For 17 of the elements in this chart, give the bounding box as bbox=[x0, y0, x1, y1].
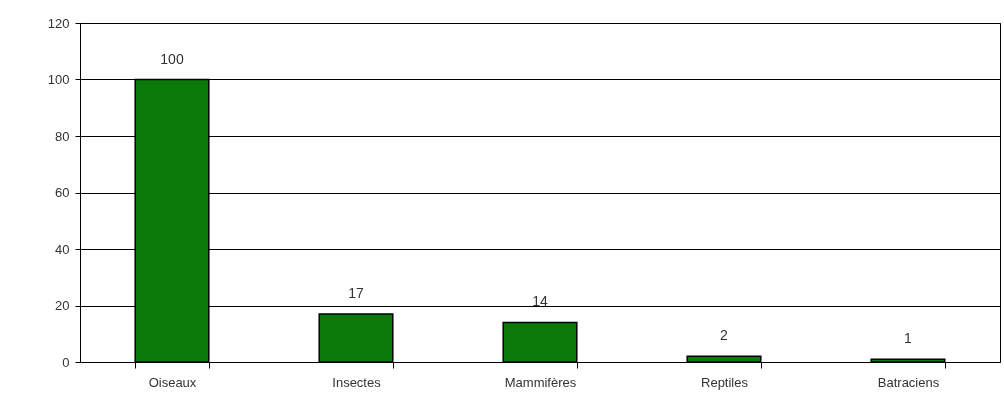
y-tick-label: 100 bbox=[47, 72, 70, 87]
x-tick-label: Reptiles bbox=[701, 374, 749, 390]
x-tick-label: Insectes bbox=[332, 374, 382, 390]
x-tick-label: Batraciens bbox=[877, 374, 940, 390]
data-label: 100 bbox=[160, 50, 184, 67]
y-tick-label: 20 bbox=[55, 298, 70, 313]
data-label: 14 bbox=[532, 293, 548, 310]
y-tick-label: 40 bbox=[55, 241, 70, 257]
x-tick-label: Mammifères bbox=[504, 374, 577, 390]
y-tick-label: 60 bbox=[55, 185, 70, 200]
data-label: 17 bbox=[348, 284, 364, 301]
x-tick-label: Oiseaux bbox=[148, 374, 197, 390]
data-label: 2 bbox=[720, 327, 729, 344]
data-label: 1 bbox=[904, 330, 913, 347]
y-tick-label: 120 bbox=[47, 15, 70, 31]
y-tick-label: 80 bbox=[55, 128, 70, 144]
y-tick-label: 0 bbox=[62, 354, 70, 370]
